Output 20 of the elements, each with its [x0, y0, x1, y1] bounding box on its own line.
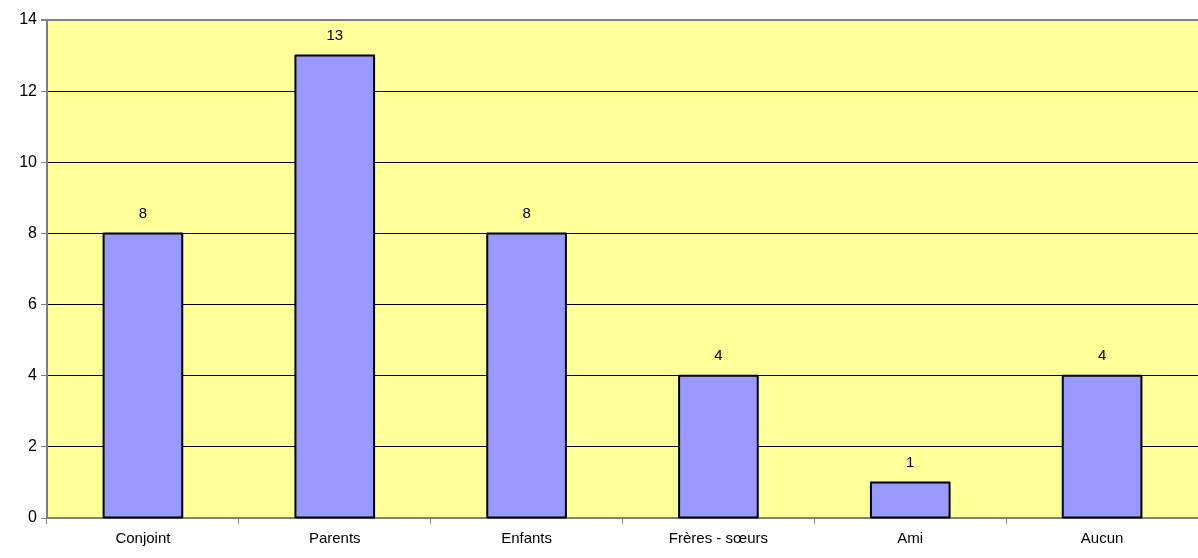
- y-tick-label: 0: [28, 508, 38, 526]
- x-tick-label: Conjoint: [115, 529, 172, 547]
- y-tick-label: 2: [28, 437, 38, 455]
- x-tick-label: Frères - sœurs: [668, 529, 768, 547]
- data-label: 13: [326, 26, 344, 44]
- x-tick-label: Parents: [308, 529, 361, 547]
- data-label: 8: [522, 204, 531, 222]
- x-tick-label: Aucun: [1080, 529, 1124, 547]
- y-tick-label: 4: [28, 366, 38, 384]
- data-label: 1: [906, 453, 915, 471]
- data-label: 8: [138, 204, 148, 222]
- data-label: 4: [1097, 346, 1107, 364]
- data-label: 4: [714, 346, 723, 364]
- y-tick-label: 12: [19, 81, 38, 99]
- y-tick-label: 6: [28, 294, 38, 312]
- y-tick-label: 10: [19, 152, 38, 170]
- x-tick-label: Enfants: [501, 529, 553, 547]
- y-tick-label: 14: [19, 10, 38, 28]
- x-tick-label: Ami: [897, 529, 924, 547]
- y-tick-label: 8: [28, 223, 38, 241]
